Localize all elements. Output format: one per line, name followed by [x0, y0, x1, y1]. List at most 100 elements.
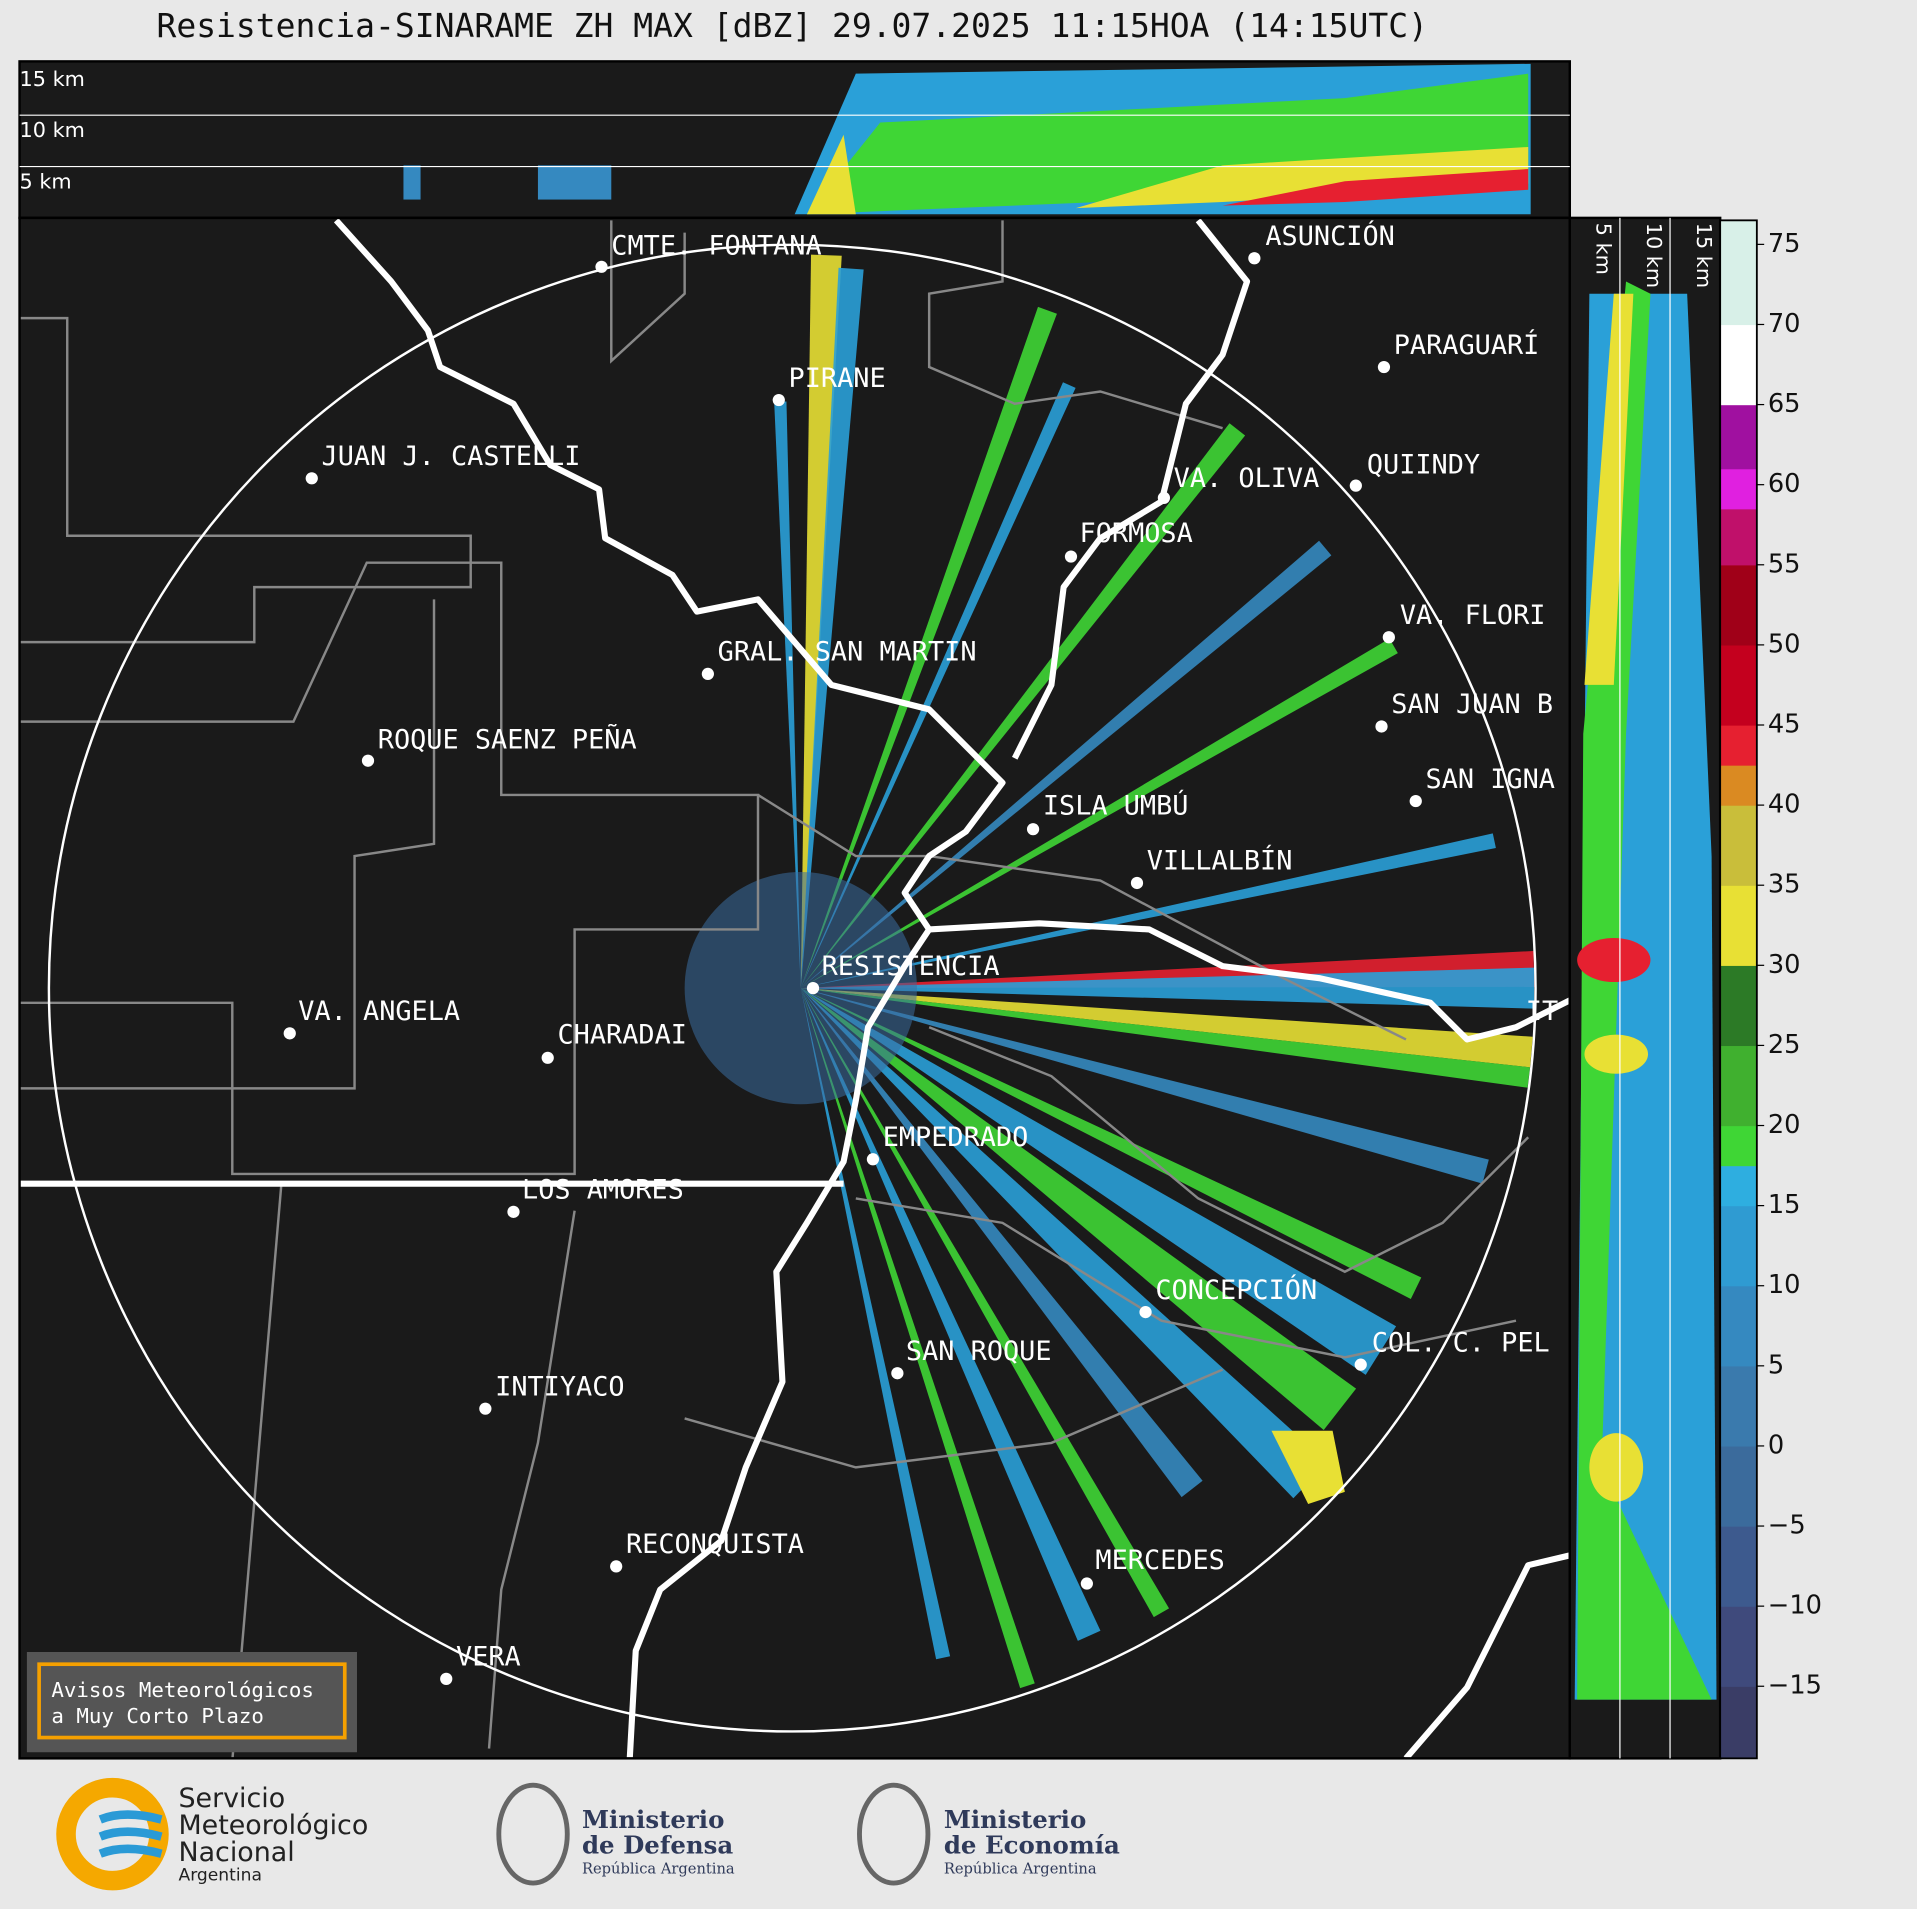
radar-ray: [800, 988, 1531, 1088]
colorbar-segment: [1720, 765, 1757, 806]
place-dot: [1130, 876, 1144, 890]
colorbar-segment: [1720, 805, 1757, 886]
colorbar-tick-label: 10: [1768, 1270, 1801, 1300]
logo-text: Nacional: [178, 1837, 294, 1868]
place-dot: [610, 1560, 623, 1573]
radar-ray: [774, 401, 801, 989]
colorbar-segment: [1720, 1045, 1757, 1127]
place-label: VA. FLORI: [1400, 600, 1546, 631]
place-dot: [1026, 823, 1040, 836]
place-label: CHARADAI: [557, 1019, 686, 1050]
radar-ray: [800, 833, 1496, 989]
place-label: SAN IGNA: [1426, 764, 1555, 795]
height-label: 10 km: [20, 118, 85, 142]
place-dot: [772, 393, 785, 407]
colorbar-border: [1719, 219, 1758, 1760]
colorbar-segment: [1720, 564, 1757, 646]
place-dot: [541, 1051, 554, 1064]
place-label: ISLA UMBÚ: [1043, 790, 1189, 822]
colorbar-segment: [1720, 724, 1757, 766]
height-label: 5 km: [20, 170, 72, 194]
notice-border: [37, 1662, 347, 1740]
place-label: SAN ROQUE: [906, 1336, 1052, 1367]
place-dot: [1382, 631, 1395, 644]
colorbar-segment: [1720, 1686, 1757, 1759]
smn-logo: Servicio Meteorológico Nacional Argentin…: [56, 1777, 368, 1891]
place-dot: [1064, 550, 1078, 563]
colorbar-tick-label: −5: [1768, 1511, 1806, 1541]
colorbar-tick-label: 55: [1768, 549, 1801, 579]
colorbar-tick-label: −15: [1768, 1671, 1822, 1701]
clutter: [684, 871, 917, 1105]
colorbar-tick-label: 5: [1768, 1350, 1784, 1380]
logo-text: República Argentina: [582, 1860, 735, 1877]
place-label: PARAGUARÍ: [1394, 329, 1540, 361]
place-label: CMTE. FONTANA: [611, 231, 821, 262]
notice-text: a Muy Corto Plazo: [51, 1704, 264, 1728]
colorbar-segment: [1720, 885, 1757, 966]
colorbar-tick-label: 40: [1768, 790, 1801, 820]
place-label: VERA: [456, 1642, 521, 1673]
place-label: VA. OLIVA: [1174, 463, 1320, 494]
place-label: ASUNCIÓN: [1265, 220, 1394, 252]
place-label: VILLALBÍN: [1147, 845, 1293, 877]
place-dot: [479, 1402, 492, 1415]
place-label: MERCEDES: [1095, 1545, 1224, 1576]
radar-ray: [800, 988, 1397, 1375]
colorbar-tick-label: 0: [1768, 1430, 1784, 1460]
range-ring: [47, 243, 1537, 1733]
place-dot: [1377, 360, 1391, 374]
colorbar-tick-label: 45: [1768, 709, 1801, 739]
place-dot: [701, 667, 714, 681]
radar-ray: [800, 267, 864, 989]
place-label: PIRANE: [789, 363, 886, 394]
colorbar-tick-label: 60: [1768, 469, 1801, 499]
colorbar-tick-label: 65: [1768, 389, 1801, 419]
colorbar-segment: [1720, 468, 1757, 510]
logo-text: Argentina: [178, 1866, 261, 1886]
logo-text: República Argentina: [944, 1860, 1097, 1877]
radar-echo-area: [1271, 1430, 1345, 1505]
height-label: 15 km: [1692, 223, 1716, 288]
place-label: QUIINDY: [1367, 450, 1480, 481]
place-label: VA. ANGELA: [298, 996, 460, 1027]
place-dot: [1080, 1577, 1093, 1590]
radar-ray: [800, 988, 1489, 1184]
height-label: 15 km: [20, 67, 85, 91]
colorbar-segment: [1720, 1125, 1757, 1167]
colorbar-tick-label: −10: [1768, 1591, 1822, 1621]
place-label: ROQUE SAENZ PEÑA: [378, 724, 637, 756]
radar-ray: [800, 988, 1035, 1689]
map-frame: CMTE. FONTANA PIRANE JUAN J. CASTELLI VA. O…: [19, 217, 1570, 1759]
place-dot: [595, 260, 608, 273]
place-dot: [440, 1672, 453, 1685]
colorbar-tick-label: 50: [1768, 629, 1801, 659]
place-label: COL. C. PEL: [1372, 1327, 1550, 1358]
place-label: FORMOSA: [1080, 518, 1193, 549]
radar-ray: [800, 540, 1332, 989]
colorbar-tick-label: 20: [1768, 1110, 1801, 1140]
radar-ray: [800, 306, 1057, 989]
colorbar-segment: [1720, 965, 1757, 1047]
place-dot: [305, 472, 318, 485]
colorbar-tick-label: 15: [1768, 1190, 1801, 1220]
place-dot: [1375, 720, 1388, 733]
colorbar-segment: [1720, 404, 1757, 470]
place-label: SAN JUAN B: [1391, 689, 1553, 720]
place-dot: [866, 1153, 880, 1166]
place-dot: [1139, 1305, 1152, 1319]
title: Resistencia-SINARAME ZH MAX [dBZ] 29.07.…: [156, 6, 1428, 45]
radar-ray: [800, 988, 1328, 1499]
colorbar-tick-label: 70: [1768, 309, 1801, 339]
place-label: EMPEDRADO: [883, 1122, 1029, 1153]
radar-ray: [800, 988, 1422, 1299]
colorbar-segment: [1720, 644, 1757, 726]
colorbar-segment: [1720, 1165, 1757, 1207]
place-label: RECONQUISTA: [626, 1529, 804, 1560]
place-dot: [283, 1027, 296, 1040]
logo-text: de Economía: [944, 1831, 1120, 1860]
place-label: LOS AMORES: [522, 1175, 684, 1206]
radar-ray: [800, 638, 1398, 989]
